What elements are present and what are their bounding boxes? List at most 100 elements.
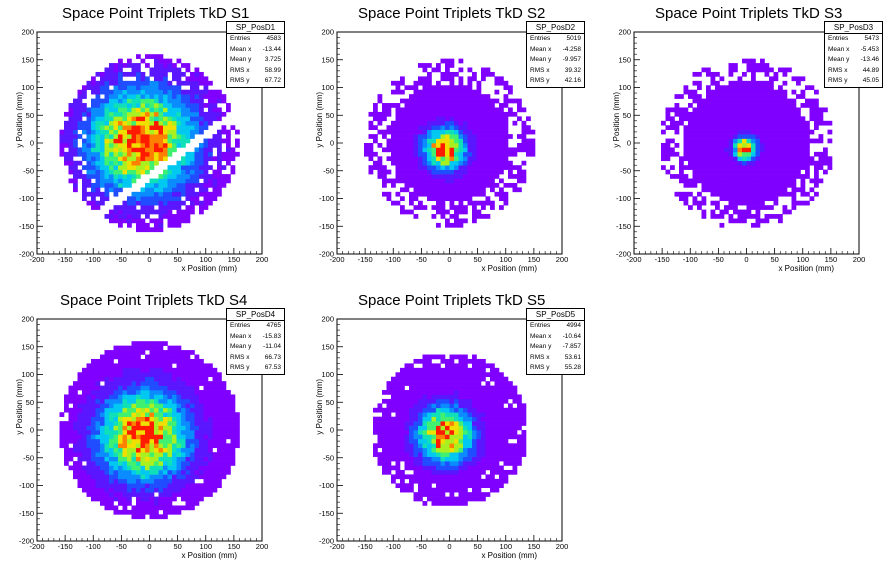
heatmap-bin [122,80,128,86]
heatmap-bin [140,80,146,86]
heatmap-bin [719,156,725,162]
heatmap-bin [746,67,752,73]
heatmap-bin [194,358,200,364]
heatmap-bin [113,134,119,139]
heatmap-bin [409,425,414,431]
heatmap-bin [185,214,191,219]
heatmap-bin [769,80,774,86]
heatmap-bin [427,363,432,369]
heatmap-bin [733,67,738,73]
heatmap-bin [413,80,419,86]
heatmap-bin [521,129,527,135]
heatmap-bin [458,89,464,95]
heatmap-bin [149,151,155,157]
heatmap-bin [73,125,78,130]
heatmap-bin [499,116,504,122]
heatmap-bin [409,103,414,108]
heatmap-bin [145,89,150,95]
heatmap-bin [86,138,92,144]
heatmap-bin [212,187,218,193]
heatmap-bin [719,196,725,202]
stats-label: Mean x [230,332,252,340]
heatmap-bin [118,358,123,364]
heatmap-bin [395,412,401,417]
heatmap-bin [131,381,137,386]
heatmap-bin [809,111,815,117]
heatmap-bin [104,214,110,219]
heatmap-bin [503,143,509,148]
heatmap-bin [823,151,828,157]
heatmap-bin [454,487,459,493]
heatmap-bin [172,496,177,502]
heatmap-bin [494,125,500,130]
heatmap-bin [163,354,168,360]
heatmap-bin [782,98,788,104]
heatmap-bin [73,465,78,471]
heatmap-bin [418,487,423,493]
heatmap-bin [158,214,164,219]
heatmap-bin [217,165,222,170]
heatmap-bin [181,394,186,400]
heatmap-bin [113,129,119,135]
heatmap-bin [467,200,473,206]
heatmap-bin [427,80,432,86]
heatmap-bin [760,67,765,73]
heatmap-bin [476,129,482,135]
heatmap-bin [697,147,702,153]
heatmap-bin [400,452,405,457]
heatmap-bin [208,492,213,497]
heatmap-bin [400,138,405,144]
heatmap-bin [395,160,401,166]
heatmap-bin [167,63,173,68]
heatmap-bin [172,354,177,360]
heatmap-bin [199,174,204,179]
heatmap-bin [404,407,410,413]
heatmap-bin [208,474,213,480]
heatmap-bin [733,196,738,202]
heatmap-bin [172,85,177,91]
heatmap-bin [122,354,128,360]
heatmap-bin [418,156,423,162]
heatmap-bin [805,191,810,197]
heatmap-bin [373,447,378,453]
heatmap-bin [221,398,227,404]
heatmap-bin [499,107,504,113]
heatmap-bin [778,116,783,122]
heatmap-bin [400,430,405,435]
heatmap-bin [68,138,74,144]
heatmap-bin [140,156,146,162]
heatmap-bin [436,209,441,215]
heatmap-bin [467,111,473,117]
heatmap-bin [476,187,482,193]
heatmap-bin [400,403,405,409]
heatmap-bin [145,354,150,360]
heatmap-bin [95,487,101,493]
heatmap-bin [755,156,761,162]
heatmap-bin [454,125,459,130]
heatmap-bin [719,125,725,130]
heatmap-bin [176,394,182,400]
heatmap-bin [136,390,141,395]
heatmap-bin [778,178,783,184]
heatmap-bin [131,89,137,95]
heatmap-bin [782,116,788,122]
heatmap-bin [190,407,195,413]
heatmap-bin [190,174,195,179]
heatmap-bin [109,151,114,157]
heatmap-bin [203,94,209,99]
heatmap-bin [445,496,450,502]
heatmap-bin [760,116,765,122]
stats-label: RMS x [230,353,250,361]
heatmap-bin [149,443,155,449]
heatmap-bin [199,363,204,369]
heatmap-bin [490,98,495,104]
heatmap-bin [449,398,455,404]
heatmap-bin [190,76,195,82]
heatmap-bin [431,143,437,148]
heatmap-bin [386,443,392,449]
heatmap-bin [751,222,756,228]
heatmap-bin [158,54,164,59]
heatmap-bin [136,501,141,506]
heatmap-bin [710,116,716,122]
heatmap-bin [418,182,423,188]
